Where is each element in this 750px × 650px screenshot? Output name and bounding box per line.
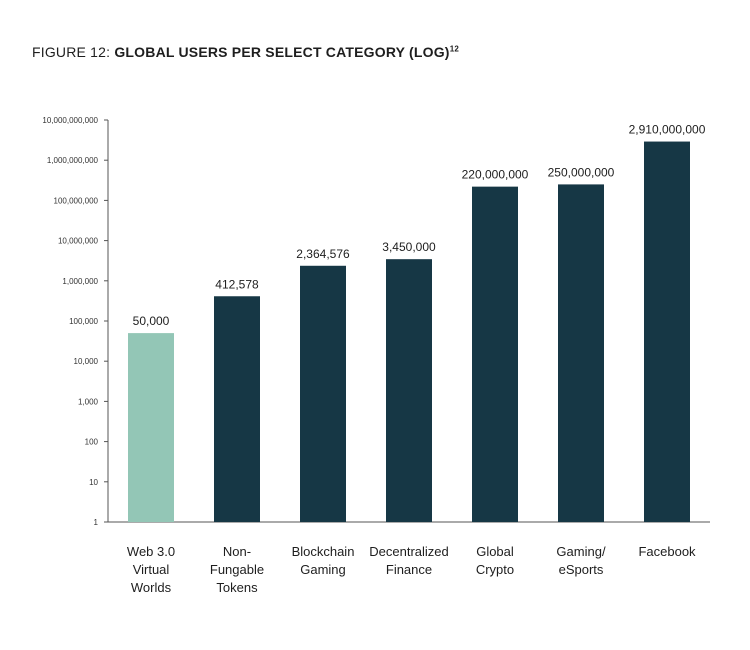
bar: [472, 186, 518, 522]
bar: [558, 184, 604, 522]
y-tick-label: 10: [89, 478, 98, 487]
bar: [300, 265, 346, 522]
bar-value-label: 2,364,576: [296, 247, 350, 261]
bar-value-label: 3,450,000: [382, 240, 436, 254]
category-label: eSports: [559, 562, 604, 577]
category-label: Virtual: [133, 562, 170, 577]
y-tick-label: 10,000: [74, 357, 99, 366]
y-tick-label: 1,000: [78, 397, 99, 406]
bar: [128, 333, 174, 522]
y-tick-label: 100,000,000: [54, 196, 99, 205]
bar-value-label: 2,910,000,000: [629, 123, 706, 137]
bar: [386, 259, 432, 522]
category-label: Tokens: [216, 580, 258, 595]
category-label: Gaming: [300, 562, 346, 577]
figure-title-text: GLOBAL USERS PER SELECT CATEGORY (LOG): [114, 44, 450, 60]
category-label: Worlds: [131, 580, 172, 595]
figure-title: FIGURE 12: GLOBAL USERS PER SELECT CATEG…: [32, 44, 459, 60]
category-label: Global: [476, 544, 514, 559]
bars: [128, 141, 690, 522]
category-labels: Web 3.0 Virtual Worlds Non- Fungable Tokens Bl…: [127, 544, 696, 595]
category-label: Non-: [223, 544, 251, 559]
figure-footnote-marker: 12: [449, 44, 459, 54]
y-tick-label: 1,000,000,000: [47, 156, 99, 165]
bar-value-label: 412,578: [215, 277, 259, 291]
y-tick-label: 1: [94, 518, 99, 527]
category-label: Facebook: [638, 544, 696, 559]
bar-value-label: 250,000,000: [548, 165, 615, 179]
figure-number: FIGURE 12:: [32, 44, 115, 60]
category-label: Blockchain: [292, 544, 355, 559]
category-label: Web 3.0: [127, 544, 175, 559]
bar-value-label: 50,000: [133, 314, 170, 328]
bar-value-label: 220,000,000: [462, 168, 529, 182]
category-label: Crypto: [476, 562, 514, 577]
bar: [214, 296, 260, 522]
y-tick-label: 100,000: [69, 317, 98, 326]
bar: [644, 141, 690, 522]
category-label: Gaming/: [556, 544, 606, 559]
y-tick-label: 100: [85, 438, 99, 447]
value-labels: 50,000 412,578 2,364,576 3,450,000 220,000,0…: [133, 123, 706, 329]
y-tick-label: 1,000,000: [62, 277, 98, 286]
category-label: Fungable: [210, 562, 264, 577]
y-tick-label: 10,000,000,000: [42, 116, 98, 125]
category-label: Finance: [386, 562, 432, 577]
y-tick-label: 10,000,000: [58, 237, 99, 246]
category-label: Decentralized: [369, 544, 449, 559]
y-axis: 1 10 100 1,000 10,000 100,000 1,000,000 10,000,…: [42, 116, 109, 527]
